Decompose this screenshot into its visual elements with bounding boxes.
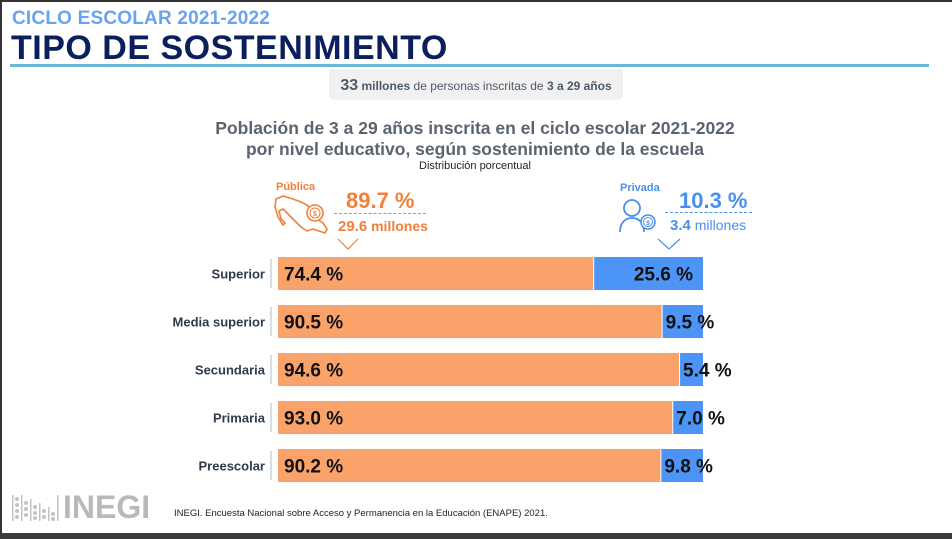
legend-privada-percent: 10.3 %: [679, 188, 748, 213]
legend-privada-label: Privada: [620, 182, 660, 194]
legend-publica-millions-unit: millones: [371, 218, 428, 234]
data-label-publica: 94.6 %: [284, 361, 343, 382]
page-title: TIPO DE SOSTENIMIENTO: [11, 29, 448, 67]
legend-publica-millions: 29.6 millones: [338, 218, 428, 235]
window-frame-bottom: [0, 533, 952, 539]
category-label: Superior: [212, 267, 265, 282]
data-label-privada: 7.0 %: [676, 409, 725, 430]
data-label-privada: 5.4 %: [683, 361, 732, 382]
bar-privada: [673, 401, 703, 434]
chart-title-line1: Población de 3 a 29 años inscrita en el …: [215, 118, 735, 138]
summary-range: 3 a 29 años: [546, 79, 612, 93]
legend-publica-percent: 89.7 %: [346, 188, 415, 213]
data-label-publica: 90.5 %: [284, 313, 343, 334]
window-frame-top: [0, 0, 952, 2]
bar-publica: [278, 449, 661, 482]
bar-privada: [661, 449, 703, 482]
legend-publica-millions-value: 29.6: [338, 218, 368, 235]
category-label: Media superior: [173, 315, 265, 330]
page-subtitle: CICLO ESCOLAR 2021-2022: [12, 8, 271, 29]
legend-privada-millions: 3.4 millones: [670, 217, 746, 234]
legend-privada-millions-value: 3.4: [670, 217, 691, 234]
chevron-down-icon: [337, 238, 359, 250]
bar-publica: [278, 401, 673, 434]
bar-privada: [594, 257, 703, 290]
chart-title: Población de 3 a 29 años inscrita en el …: [160, 118, 790, 160]
bar-publica: [278, 353, 680, 386]
data-label-publica: 90.2 %: [284, 457, 343, 478]
data-label-privada: 9.8 %: [664, 457, 713, 478]
data-label-publica: 93.0 %: [284, 409, 343, 430]
bar-publica: [278, 257, 594, 290]
person-coin-icon: $: [619, 199, 656, 233]
legend-publica-divider: [334, 213, 426, 214]
summary-count-unit: millones: [361, 79, 411, 93]
inegi-logo-text: INEGI: [63, 489, 151, 525]
source-note: INEGI. Encuesta Nacional sobre Acceso y …: [174, 508, 548, 519]
data-label-publica: 74.4 %: [284, 265, 343, 286]
data-label-privada: 9.5 %: [666, 313, 715, 334]
mexico-map-coin-icon: $: [274, 195, 328, 234]
category-label: Primaria: [213, 411, 266, 426]
svg-text:$: $: [313, 211, 317, 218]
bar-privada: [680, 353, 703, 386]
bar-privada: [662, 305, 703, 338]
legend-privada-millions-unit: millones: [694, 217, 747, 233]
summary-count: 33: [340, 77, 359, 94]
bar-publica: [278, 305, 662, 338]
window-frame-left: [0, 0, 2, 539]
legend-publica-label: Pública: [276, 181, 316, 193]
legend-privada-divider: [665, 212, 752, 213]
inegi-logo-icon: [12, 495, 59, 521]
chevron-down-icon: [657, 238, 681, 250]
chart-title-line2: por nivel educativo, según sostenimiento…: [245, 139, 705, 159]
category-label: Secundaria: [195, 363, 266, 378]
title-divider: [10, 64, 929, 67]
summary-text: de personas inscritas de: [413, 79, 544, 93]
summary-badge: 33 millones de personas inscritas de 3 a…: [329, 69, 623, 100]
category-label: Preescolar: [199, 459, 266, 474]
svg-text:$: $: [646, 220, 650, 227]
chart-subtitle: Distribución porcentual: [419, 160, 531, 172]
data-label-privada: 25.6 %: [634, 265, 693, 286]
